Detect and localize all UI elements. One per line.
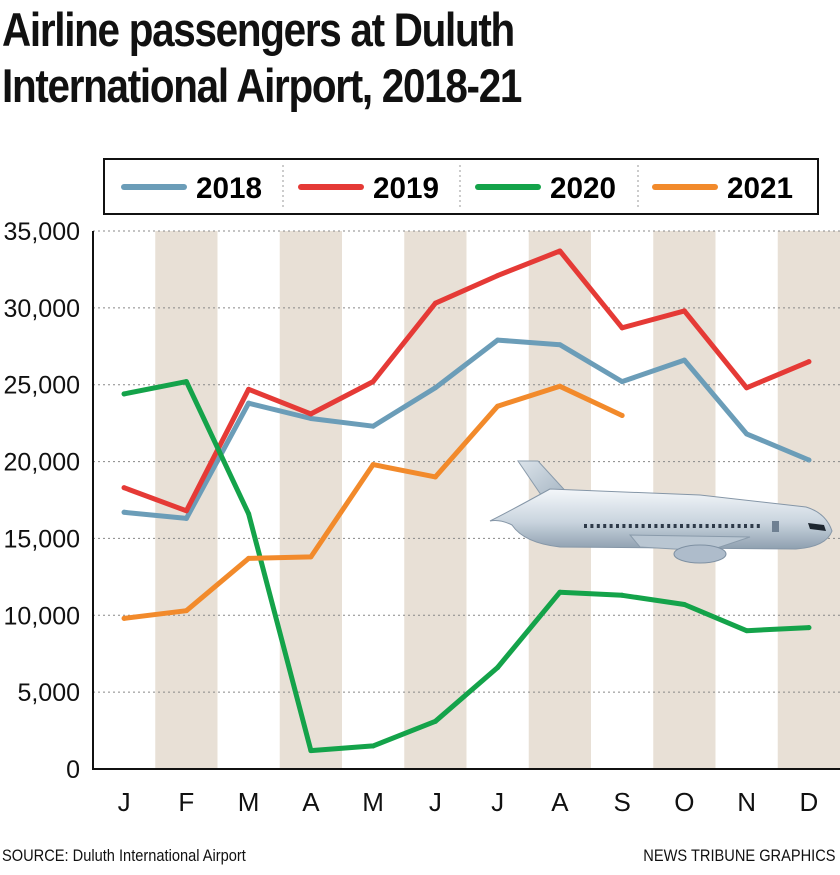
data-point-2021-1 (183, 608, 189, 614)
x-tick-label-2: M (238, 787, 260, 817)
graphics-credit: NEWS TRIBUNE GRAPHICS (643, 846, 836, 865)
x-tick-label-6: J (491, 787, 504, 817)
data-point-2021-5 (432, 474, 438, 480)
data-point-2018-10 (744, 431, 750, 437)
data-point-2018-2 (246, 400, 252, 406)
data-point-2021-7 (557, 383, 563, 389)
data-point-2021-8 (619, 412, 625, 418)
data-point-2020-5 (432, 718, 438, 724)
chart-title: Airline passengers at Duluth Internation… (2, 2, 522, 114)
x-tick-label-1: F (178, 787, 194, 817)
data-point-2021-4 (370, 462, 376, 468)
y-tick-labels: 0 5,000 10,000 15,000 20,000 25,000 30,000 35,0… (4, 218, 80, 784)
y-tick-label-5000: 5,000 (17, 679, 80, 707)
data-point-2018-4 (370, 423, 376, 429)
data-point-2020-11 (806, 625, 812, 631)
data-point-2021-3 (308, 554, 314, 560)
data-point-2021-0 (121, 615, 127, 621)
data-point-2020-4 (370, 743, 376, 749)
data-point-2018-11 (806, 457, 812, 463)
x-tick-label-3: A (302, 787, 320, 817)
y-tick-label-15000: 15,000 (4, 525, 80, 553)
airplane-illustration (489, 460, 833, 564)
y-tick-label-0: 0 (66, 756, 80, 784)
x-tick-label-7: A (551, 787, 569, 817)
data-point-2018-8 (619, 379, 625, 385)
month-band-3 (279, 231, 342, 769)
x-tick-label-8: S (613, 787, 630, 817)
y-tick-label-25000: 25,000 (4, 372, 80, 400)
data-point-2019-0 (121, 485, 127, 491)
data-point-2020-9 (681, 602, 687, 608)
data-point-2020-1 (183, 379, 189, 385)
series-line-2019 (121, 248, 812, 514)
data-point-2019-1 (183, 508, 189, 514)
data-point-2020-3 (308, 748, 314, 754)
x-tick-label-11: D (799, 787, 818, 817)
data-point-2019-6 (495, 273, 501, 279)
data-point-2018-3 (308, 416, 314, 422)
data-point-2019-3 (308, 411, 314, 417)
data-point-2019-4 (370, 379, 376, 385)
data-point-2020-8 (619, 592, 625, 598)
data-point-2019-10 (744, 385, 750, 391)
data-point-2018-1 (183, 515, 189, 521)
month-band-11 (777, 231, 840, 769)
data-point-2018-6 (495, 337, 501, 343)
data-point-2018-0 (121, 509, 127, 515)
x-tick-label-0: J (118, 787, 131, 817)
data-point-2019-9 (681, 308, 687, 314)
legend: 2018 2019 2020 2021 (103, 158, 819, 215)
y-tick-label-20000: 20,000 (4, 449, 80, 477)
data-point-2021-2 (246, 555, 252, 561)
axes (92, 231, 840, 770)
x-tick-label-4: M (362, 787, 384, 817)
data-point-2020-2 (246, 511, 252, 517)
data-point-2020-0 (121, 391, 127, 397)
y-tick-label-35000: 35,000 (4, 218, 80, 246)
data-point-2018-5 (432, 385, 438, 391)
month-band-1 (155, 231, 218, 769)
data-point-2020-10 (744, 628, 750, 634)
data-point-2018-9 (681, 357, 687, 363)
series-line-2020 (121, 379, 812, 754)
data-point-2020-7 (557, 589, 563, 595)
chart-title-line-1: Airline passengers at Duluth (2, 3, 515, 56)
legend-label-2021: 2021 (727, 172, 793, 205)
legend-label-2020: 2020 (550, 172, 616, 205)
x-tick-label-9: O (674, 787, 694, 817)
data-point-2018-7 (557, 342, 563, 348)
y-tick-label-30000: 30,000 (4, 295, 80, 323)
series-line-2018 (121, 337, 812, 521)
data-point-2019-8 (619, 325, 625, 331)
data-point-2019-5 (432, 300, 438, 306)
chart-title-line-2: International Airport, 2018-21 (2, 59, 522, 112)
series-lines (121, 248, 812, 754)
legend-label-2018: 2018 (196, 172, 262, 205)
x-tick-label-10: N (737, 787, 756, 817)
legend-label-2019: 2019 (373, 172, 439, 205)
y-tick-label-10000: 10,000 (4, 602, 80, 630)
data-point-2019-2 (246, 386, 252, 392)
data-point-2021-6 (495, 403, 501, 409)
data-point-2020-6 (495, 665, 501, 671)
x-tick-label-5: J (429, 787, 442, 817)
source-note: SOURCE: Duluth International Airport (2, 846, 246, 865)
data-point-2019-11 (806, 359, 812, 365)
month-band-5 (404, 231, 467, 769)
data-point-2019-7 (557, 248, 563, 254)
